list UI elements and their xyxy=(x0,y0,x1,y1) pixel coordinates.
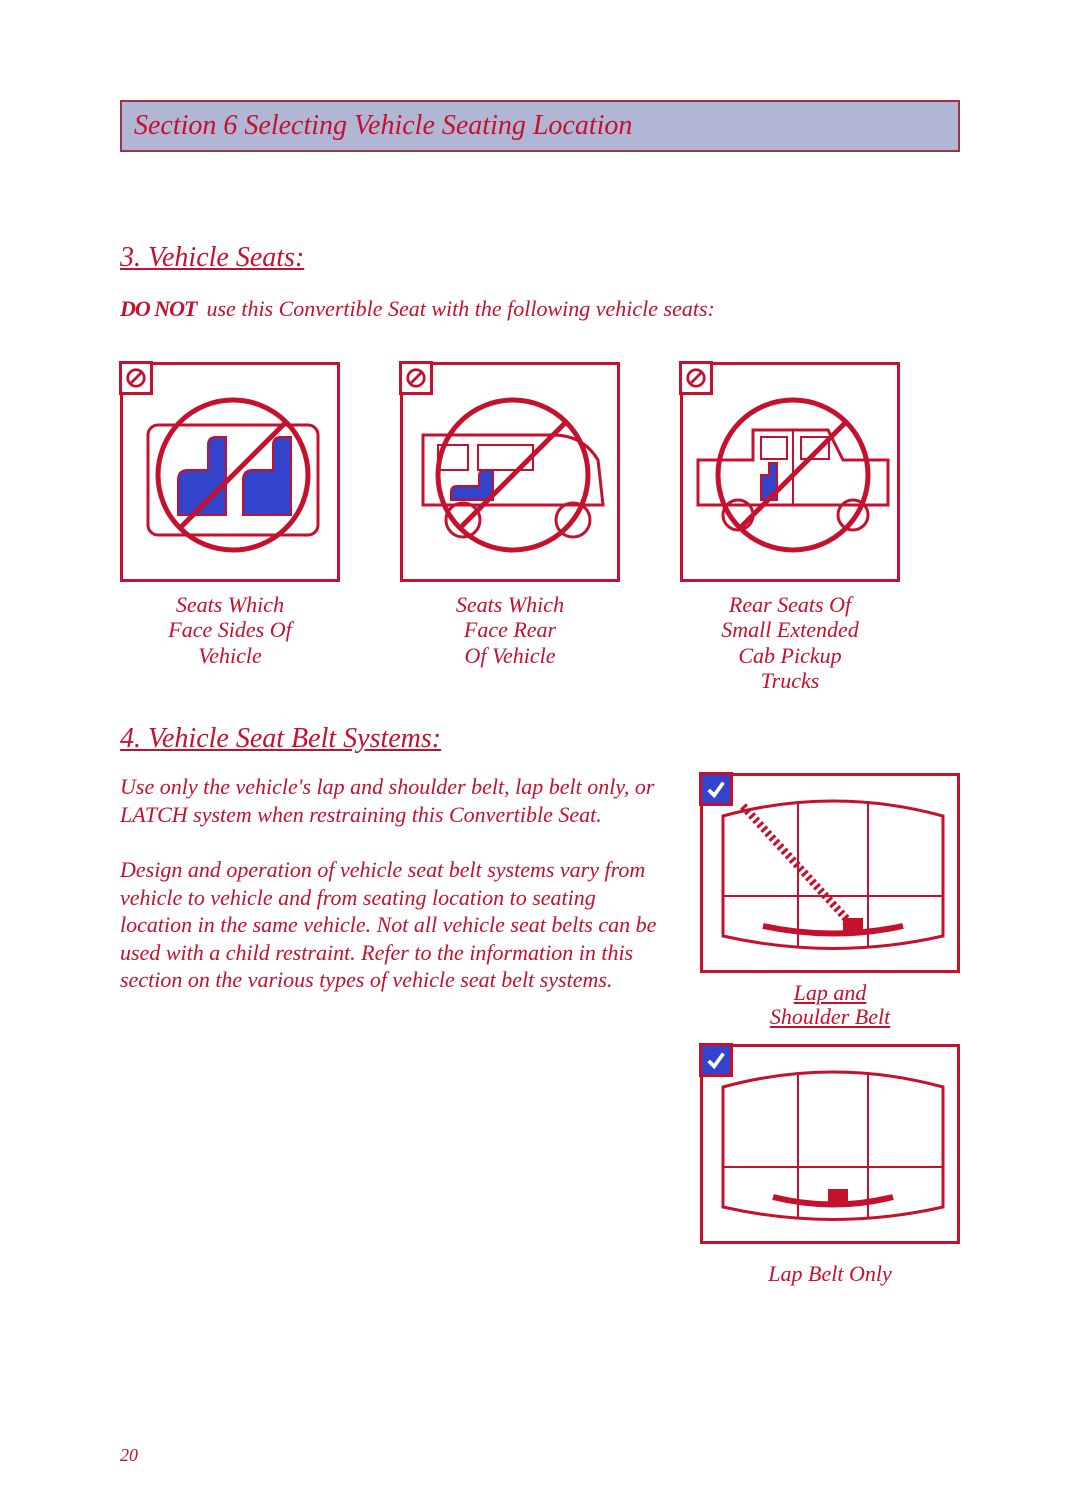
warning-text: use this Convertible Seat with the follo… xyxy=(207,296,715,322)
caption-pickup: Rear Seats OfSmall ExtendedCab PickupTru… xyxy=(680,592,900,693)
caption-lap-only: Lap Belt Only xyxy=(700,1262,960,1286)
caption-lap-shoulder: Lap andShoulder Belt xyxy=(700,981,960,1029)
warning-bold: DO NOT xyxy=(120,296,197,322)
heading-seat-belt-systems: 4. Vehicle Seat Belt Systems: xyxy=(120,723,960,755)
diagram-lap-only xyxy=(700,1044,960,1244)
seat-cell-pickup: Rear Seats OfSmall ExtendedCab PickupTru… xyxy=(680,362,900,693)
warning-line: DO NOT use this Convertible Seat with th… xyxy=(120,296,960,322)
check-icon xyxy=(699,772,733,806)
diagram-rear-facing xyxy=(400,362,620,582)
diagram-side-facing xyxy=(120,362,340,582)
diagram-pickup xyxy=(680,362,900,582)
prohibited-icon xyxy=(399,361,433,395)
diagram-lap-shoulder xyxy=(700,773,960,973)
body-paragraph-1: Use only the vehicle's lap and shoulder … xyxy=(120,773,660,828)
heading-vehicle-seats: 3. Vehicle Seats: xyxy=(120,242,960,274)
body-paragraph-2: Design and operation of vehicle seat bel… xyxy=(120,856,660,994)
body-text: Use only the vehicle's lap and shoulder … xyxy=(120,773,660,1286)
check-icon xyxy=(699,1043,733,1077)
section-header: Section 6 Selecting Vehicle Seating Loca… xyxy=(120,100,960,152)
caption-rear-facing: Seats WhichFace RearOf Vehicle xyxy=(400,592,620,668)
prohibited-seats-row: Seats WhichFace Sides OfVehicle xyxy=(120,362,960,693)
seat-cell-rear-facing: Seats WhichFace RearOf Vehicle xyxy=(400,362,620,693)
seat-cell-side-facing: Seats WhichFace Sides OfVehicle xyxy=(120,362,340,693)
page-number: 20 xyxy=(120,1445,138,1466)
caption-side-facing: Seats WhichFace Sides OfVehicle xyxy=(120,592,340,668)
prohibited-icon xyxy=(679,361,713,395)
prohibited-icon xyxy=(119,361,153,395)
